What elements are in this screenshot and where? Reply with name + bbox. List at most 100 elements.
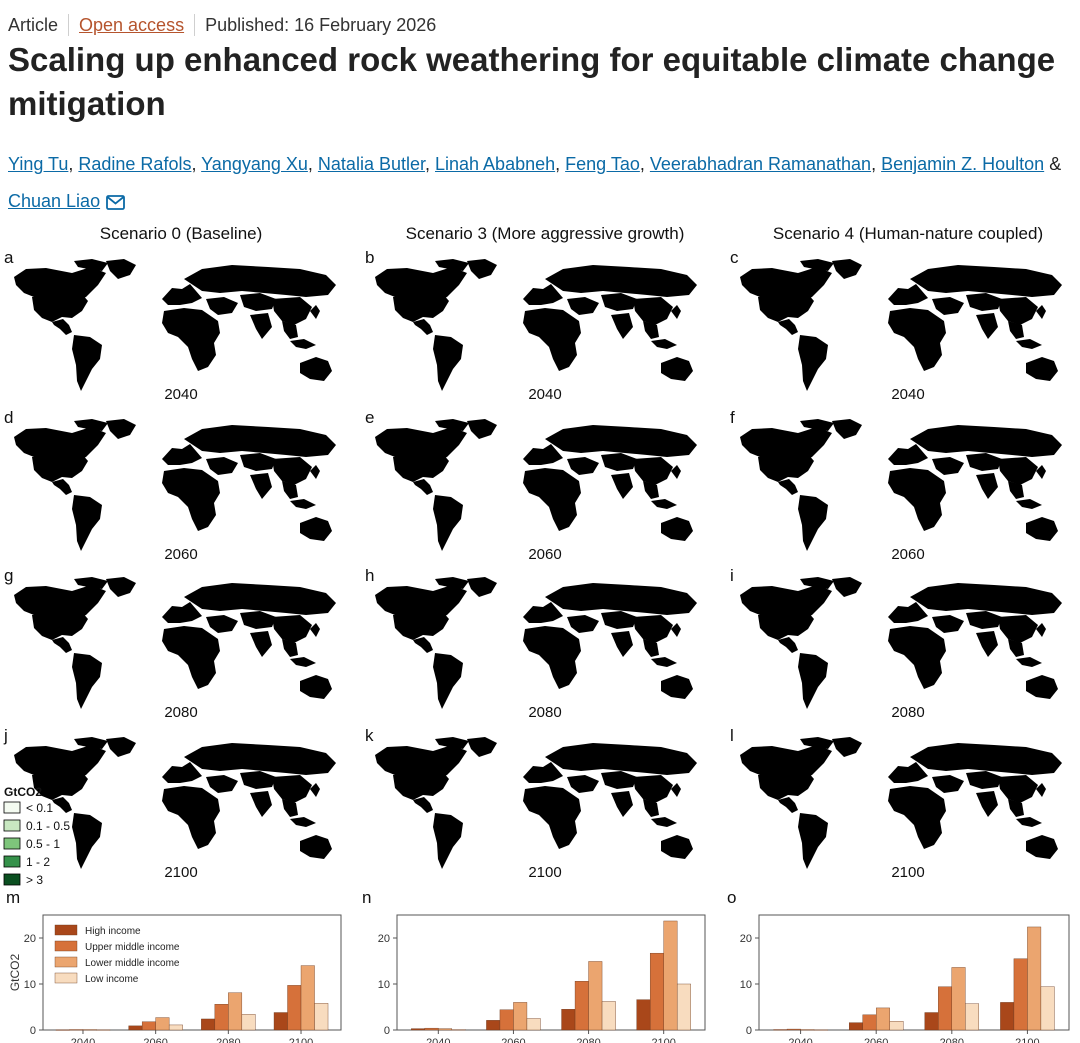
bar: [287, 985, 302, 1031]
world-map: .m1_2 path { stroke:#000; stroke-width:0…: [740, 419, 1066, 555]
world-map: .m0_1 path { stroke:#000; stroke-width:0…: [375, 259, 701, 395]
panel-label: d: [4, 408, 13, 427]
bar: [813, 1029, 828, 1031]
panel-label: k: [365, 726, 374, 745]
map-year-label: 2080: [528, 704, 561, 721]
author-link[interactable]: Yangyang Xu: [201, 154, 308, 174]
panel-label: i: [730, 566, 734, 585]
world-map: .m0_2 path { stroke:#000; stroke-width:0…: [740, 259, 1066, 395]
y-tick-label: 20: [378, 933, 390, 945]
bar: [424, 1027, 439, 1031]
article-meta: Article Open access Published: 16 Februa…: [8, 14, 436, 36]
bar: [141, 1021, 156, 1031]
plot-frame: [758, 914, 1070, 1031]
x-tick-label: 2040: [426, 1037, 450, 1043]
bar: [862, 1014, 877, 1031]
bar: [588, 961, 603, 1031]
bar: [1000, 1002, 1015, 1031]
bar: [273, 1012, 288, 1031]
author-conjunction: &: [1049, 154, 1062, 174]
author-link[interactable]: Radine Rafols: [78, 154, 192, 174]
author-link[interactable]: Chuan Liao: [8, 191, 101, 211]
author-link[interactable]: Ying Tu: [8, 154, 69, 174]
bar: [889, 1021, 904, 1031]
map-year-label: 2060: [164, 546, 197, 563]
legend-swatch: [3, 873, 21, 886]
map-year-label: 2060: [528, 546, 561, 563]
bar-chart: n 0 10 20 2040 2060 2080 2100: [362, 888, 706, 1043]
envelope-icon[interactable]: [106, 195, 125, 210]
x-tick-label: 2080: [216, 1037, 240, 1043]
chart-legend-item: High income: [85, 926, 141, 937]
x-tick-label: 2060: [864, 1037, 888, 1043]
bar: [155, 1017, 170, 1031]
bar: [513, 1002, 528, 1031]
author-link[interactable]: Feng Tao: [565, 154, 640, 174]
author-link[interactable]: Veerabhadran Ramanathan: [649, 154, 872, 174]
world-map: .m2_2 path { stroke:#000; stroke-width:0…: [740, 577, 1066, 713]
author-link[interactable]: Linah Ababneh: [435, 154, 556, 174]
x-tick-label: 2100: [651, 1037, 675, 1043]
y-tick-label: 0: [384, 1025, 390, 1037]
bar: [214, 1004, 229, 1031]
bar: [82, 1029, 97, 1031]
bar: [800, 1029, 815, 1031]
legend-swatch: [3, 855, 21, 868]
chart-legend-item: Low income: [85, 974, 139, 985]
bar: [438, 1028, 453, 1031]
bar: [55, 1029, 70, 1031]
bar: [875, 1007, 890, 1031]
bar: [786, 1028, 801, 1031]
legend-item: 0.5 - 1: [26, 837, 60, 851]
bar: [451, 1029, 466, 1031]
bar: [96, 1029, 111, 1031]
x-tick-label: 2100: [1015, 1037, 1039, 1043]
bar: [663, 920, 678, 1031]
y-tick-label: 0: [30, 1025, 36, 1037]
bar: [924, 1012, 939, 1031]
author-link[interactable]: Natalia Butler: [317, 154, 425, 174]
y-tick-label: 0: [746, 1025, 752, 1037]
bar: [965, 1003, 980, 1031]
bar: [951, 967, 966, 1031]
bar: [574, 981, 589, 1031]
author-link[interactable]: Benjamin Z. Houlton: [881, 154, 1045, 174]
meta-divider: [194, 14, 196, 36]
map-year-label: 2040: [891, 386, 924, 403]
chart-legend-item: Upper middle income: [85, 942, 180, 953]
world-map: .m3_1 path { stroke:#000; stroke-width:0…: [375, 737, 701, 873]
panel-label: m: [6, 888, 20, 907]
panel-label: e: [365, 408, 374, 427]
bar: [938, 986, 953, 1031]
open-access-link[interactable]: Open access: [79, 14, 185, 35]
x-tick-label: 2100: [289, 1037, 313, 1043]
world-map: .m1_0 path { stroke:#000; stroke-width:0…: [14, 419, 340, 555]
y-tick-label: 10: [740, 979, 752, 991]
x-tick-label: 2040: [788, 1037, 812, 1043]
world-map: .m2_0 path { stroke:#000; stroke-width:0…: [14, 577, 340, 713]
legend-item: < 0.1: [26, 801, 53, 815]
figure: Scenario 0 (Baseline) Scenario 3 (More ag…: [3, 224, 1070, 1043]
y-axis-label: GtCO2: [8, 954, 22, 992]
world-map: .m3_0 path { stroke:#000; stroke-width:0…: [14, 737, 340, 873]
bar: [241, 1014, 256, 1031]
world-map: .m3_2 path { stroke:#000; stroke-width:0…: [740, 737, 1066, 873]
x-tick-label: 2040: [71, 1037, 95, 1043]
bar: [314, 1003, 329, 1031]
bar: [411, 1028, 426, 1031]
bar: [300, 965, 315, 1031]
map-year-label: 2040: [164, 386, 197, 403]
map-year-label: 2040: [528, 386, 561, 403]
panel-label: o: [727, 888, 736, 907]
x-tick-label: 2060: [501, 1037, 525, 1043]
y-tick-label: 20: [740, 933, 752, 945]
world-map: .m0_0 path { stroke:#000; stroke-width:0…: [14, 259, 340, 395]
article-type: Article: [8, 14, 59, 35]
world-map: .m2_1 path { stroke:#000; stroke-width:0…: [375, 577, 701, 713]
chart-legend-swatch: [54, 940, 78, 952]
plot-frame: [396, 914, 706, 1031]
bar: [649, 952, 664, 1031]
map-year-label: 2100: [164, 864, 197, 881]
bar: [168, 1024, 183, 1031]
map-year-label: 2080: [891, 704, 924, 721]
